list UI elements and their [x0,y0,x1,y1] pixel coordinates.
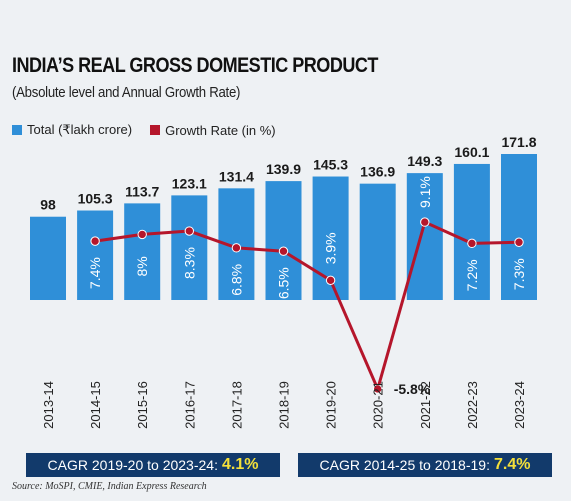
growth-label: 9.1% [417,176,433,208]
bar-2013-14 [30,216,66,300]
cagr-left-label: CAGR 2019-20 to 2023-24: [47,457,218,473]
bar-2022-23 [453,163,490,300]
bar-2021-22 [406,173,443,300]
bar-2015-16 [124,203,161,300]
x-tick-label: 2021-22 [418,381,433,429]
growth-point-2017-18 [231,243,242,253]
bar-value-label: 145.3 [313,157,348,173]
growth-label: 7.4% [87,257,103,289]
cagr-box-right: CAGR 2014-25 to 2018-19: 7.4% [298,453,552,477]
bar-value-label: 136.9 [360,164,395,180]
bar-2016-17 [171,195,208,300]
growth-label: 7.2% [464,259,480,291]
growth-point-2020-21 [373,384,383,394]
legend-label-total: Total (₹lakh crore) [27,122,133,137]
growth-label: 7.3% [511,258,527,290]
source-note: Source: MoSPI, CMIE, Indian Express Rese… [12,481,207,492]
bar-value-label: 171.8 [501,134,536,150]
cagr-right-label: CAGR 2014-25 to 2018-19: [319,457,490,473]
legend-item-total: Total (₹lakh crore) [12,122,132,138]
x-tick-label: 2023-24 [512,381,527,429]
bar-value-label: 98 [40,197,56,213]
growth-point-2018-19 [278,246,289,256]
bar-2018-19 [265,181,302,300]
growth-label: 3.9% [323,232,339,264]
x-tick-label: 2020-21 [371,381,386,429]
x-tick-label: 2015-16 [135,381,150,429]
x-tick-label: 2022-23 [465,381,480,429]
bar-2014-15 [77,210,114,300]
x-tick-label: 2018-19 [277,381,292,429]
bar-value-label: 123.1 [172,175,207,191]
bar-value-label: 113.7 [125,183,159,199]
cagr-left-value: 4.1% [221,456,259,473]
growth-point-2014-15 [90,236,100,246]
bar-2020-21 [359,183,396,300]
cagr-right-value: 7.4% [493,456,531,473]
chart-legend: Total (₹lakh crore) Growth Rate (in %) [12,122,294,138]
legend-label-growth: Growth Rate (in %) [165,122,276,138]
growth-point-2021-22 [420,217,430,227]
legend-swatch-growth [150,125,161,135]
bar-value-label: 105.3 [78,191,113,207]
x-tick-label: 2017-18 [229,381,244,429]
growth-label: 8.3% [181,247,197,279]
x-tick-label: 2014-15 [88,381,103,429]
growth-point-2015-16 [137,229,147,240]
x-tick-label: 2013-14 [41,381,56,429]
bar-value-label: 149.3 [407,153,442,169]
cagr-box-left: CAGR 2019-20 to 2023-24: 4.1% [26,453,280,477]
chart-title: INDIA’S REAL GROSS DOMESTIC PRODUCT [12,54,378,77]
growth-label: 8% [134,256,150,276]
growth-label: 6.5% [276,267,292,299]
growth-label: -5.8% [394,381,431,397]
growth-point-2016-17 [184,226,195,236]
x-tick-label: 2019-20 [324,381,339,429]
bar-2023-24 [501,154,537,300]
growth-rate-line [94,220,520,391]
growth-point-2019-20 [325,275,336,286]
growth-point-2023-24 [514,237,524,247]
legend-item-growth: Growth Rate (in %) [150,123,276,138]
chart-subtitle: (Absolute level and Annual Growth Rate) [12,84,241,101]
growth-label: 6.8% [228,264,244,296]
growth-point-2022-23 [467,238,477,249]
x-tick-label: 2016-17 [182,381,197,429]
bar-value-label: 139.9 [266,161,301,177]
bar-value-label: 131.4 [219,168,254,184]
legend-swatch-total [12,125,22,135]
bar-value-label: 160.1 [454,144,489,160]
